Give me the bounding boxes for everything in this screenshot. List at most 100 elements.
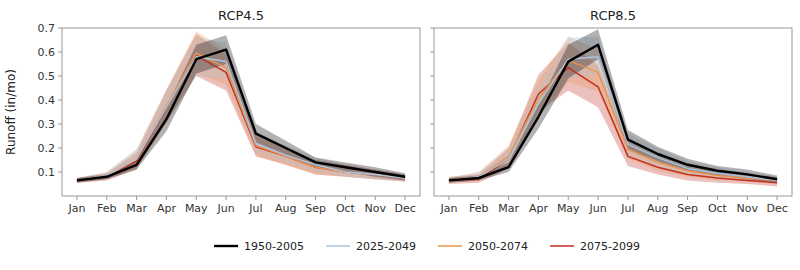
x-tick [717, 196, 718, 200]
series-line [449, 57, 777, 181]
y-tick [58, 172, 62, 173]
range-band [77, 32, 405, 183]
x-tick [568, 196, 569, 200]
x-tick [405, 196, 406, 200]
y-tick [430, 124, 434, 125]
y-tick [430, 100, 434, 101]
x-tick-label: Jan [67, 202, 85, 215]
panel: JanFebMarAprMayJunJulAugSepOctNovDecRCP8… [430, 8, 792, 215]
x-tick-label: Sep [677, 202, 698, 215]
legend-label: 1950-2005 [244, 240, 304, 253]
x-tick [136, 196, 137, 200]
x-tick-label: May [185, 202, 208, 215]
legend-swatch [550, 245, 574, 247]
x-tick-label: Aug [647, 202, 668, 215]
x-tick-label: Aug [275, 202, 296, 215]
y-tick [58, 76, 62, 77]
series-line [77, 56, 405, 181]
y-tick [58, 52, 62, 53]
x-tick-label: Jan [439, 202, 457, 215]
y-tick-label: 0.2 [38, 142, 56, 155]
x-tick [106, 196, 107, 200]
x-tick-label: Nov [365, 202, 387, 215]
x-tick-label: Apr [529, 202, 549, 215]
y-tick-label: 0.7 [38, 22, 56, 35]
legend-item: 2075-2099 [550, 240, 640, 253]
y-tick-label: 0.1 [38, 166, 56, 179]
x-tick [255, 196, 256, 200]
x-tick-label: Oct [708, 202, 728, 215]
range-band [77, 35, 405, 183]
legend-swatch [438, 245, 462, 247]
x-tick [508, 196, 509, 200]
x-tick-label: Jul [620, 202, 634, 215]
plot-frame [434, 28, 792, 196]
y-tick-label: 0.4 [38, 94, 56, 107]
chart-title: RCP8.5 [590, 8, 636, 23]
x-tick [538, 196, 539, 200]
x-tick-label: Dec [766, 202, 787, 215]
x-tick-label: Apr [157, 202, 177, 215]
y-tick [430, 52, 434, 53]
series-line [77, 57, 405, 181]
legend-label: 2075-2099 [580, 240, 640, 253]
y-axis-label: Runoff (in/mo) [4, 69, 18, 155]
x-tick-label: Dec [394, 202, 415, 215]
x-tick-label: Sep [305, 202, 326, 215]
chart-title: RCP4.5 [218, 8, 264, 23]
x-tick [687, 196, 688, 200]
marks [449, 29, 777, 186]
x-tick [627, 196, 628, 200]
series-line [449, 45, 777, 181]
legend-swatch [326, 245, 350, 247]
x-tick [315, 196, 316, 200]
x-tick-label: Jun [216, 202, 234, 215]
y-tick [58, 100, 62, 101]
x-tick-label: Jul [248, 202, 262, 215]
marks [77, 32, 405, 183]
x-tick [448, 196, 449, 200]
series-line [449, 60, 777, 180]
x-tick-label: Nov [737, 202, 759, 215]
x-tick-label: Oct [336, 202, 356, 215]
x-tick-label: May [557, 202, 580, 215]
plot-frame [62, 28, 420, 196]
x-tick [345, 196, 346, 200]
range-band [449, 36, 777, 184]
y-tick [430, 76, 434, 77]
series-line [77, 50, 405, 181]
y-tick [430, 28, 434, 29]
panel: 0.1 0.2 0.3 0.4 0.5 0.6 0.7 Jan Feb Mar Apr May Jun J… [4, 8, 420, 215]
x-tick [375, 196, 376, 200]
y-tick [58, 28, 62, 29]
x-tick [285, 196, 286, 200]
y-tick [58, 124, 62, 125]
x-tick-label: Mar [126, 202, 147, 215]
x-tick [657, 196, 658, 200]
range-band [77, 38, 405, 183]
x-tick [777, 196, 778, 200]
legend-item: 1950-2005 [214, 240, 304, 253]
legend-swatch [214, 245, 238, 247]
x-tick [598, 196, 599, 200]
y-tick [430, 172, 434, 173]
legend: 1950-2005 2025-2049 2050-2074 2075-2099 [214, 240, 640, 253]
x-tick [478, 196, 479, 200]
y-tick [430, 148, 434, 149]
x-tick [166, 196, 167, 200]
x-tick [747, 196, 748, 200]
series-line [77, 53, 405, 180]
y-tick-label: 0.5 [38, 70, 56, 83]
x-tick-label: Mar [498, 202, 519, 215]
legend-label: 2050-2074 [468, 240, 528, 253]
y-tick [58, 148, 62, 149]
y-tick-label: 0.6 [38, 46, 56, 59]
legend-label: 2025-2049 [356, 240, 416, 253]
range-band [449, 29, 777, 183]
y-tick-label: 0.3 [38, 118, 56, 131]
legend-item: 2025-2049 [326, 240, 416, 253]
x-tick [226, 196, 227, 200]
x-tick-label: Feb [97, 202, 116, 215]
legend-item: 2050-2074 [438, 240, 528, 253]
x-tick [76, 196, 77, 200]
